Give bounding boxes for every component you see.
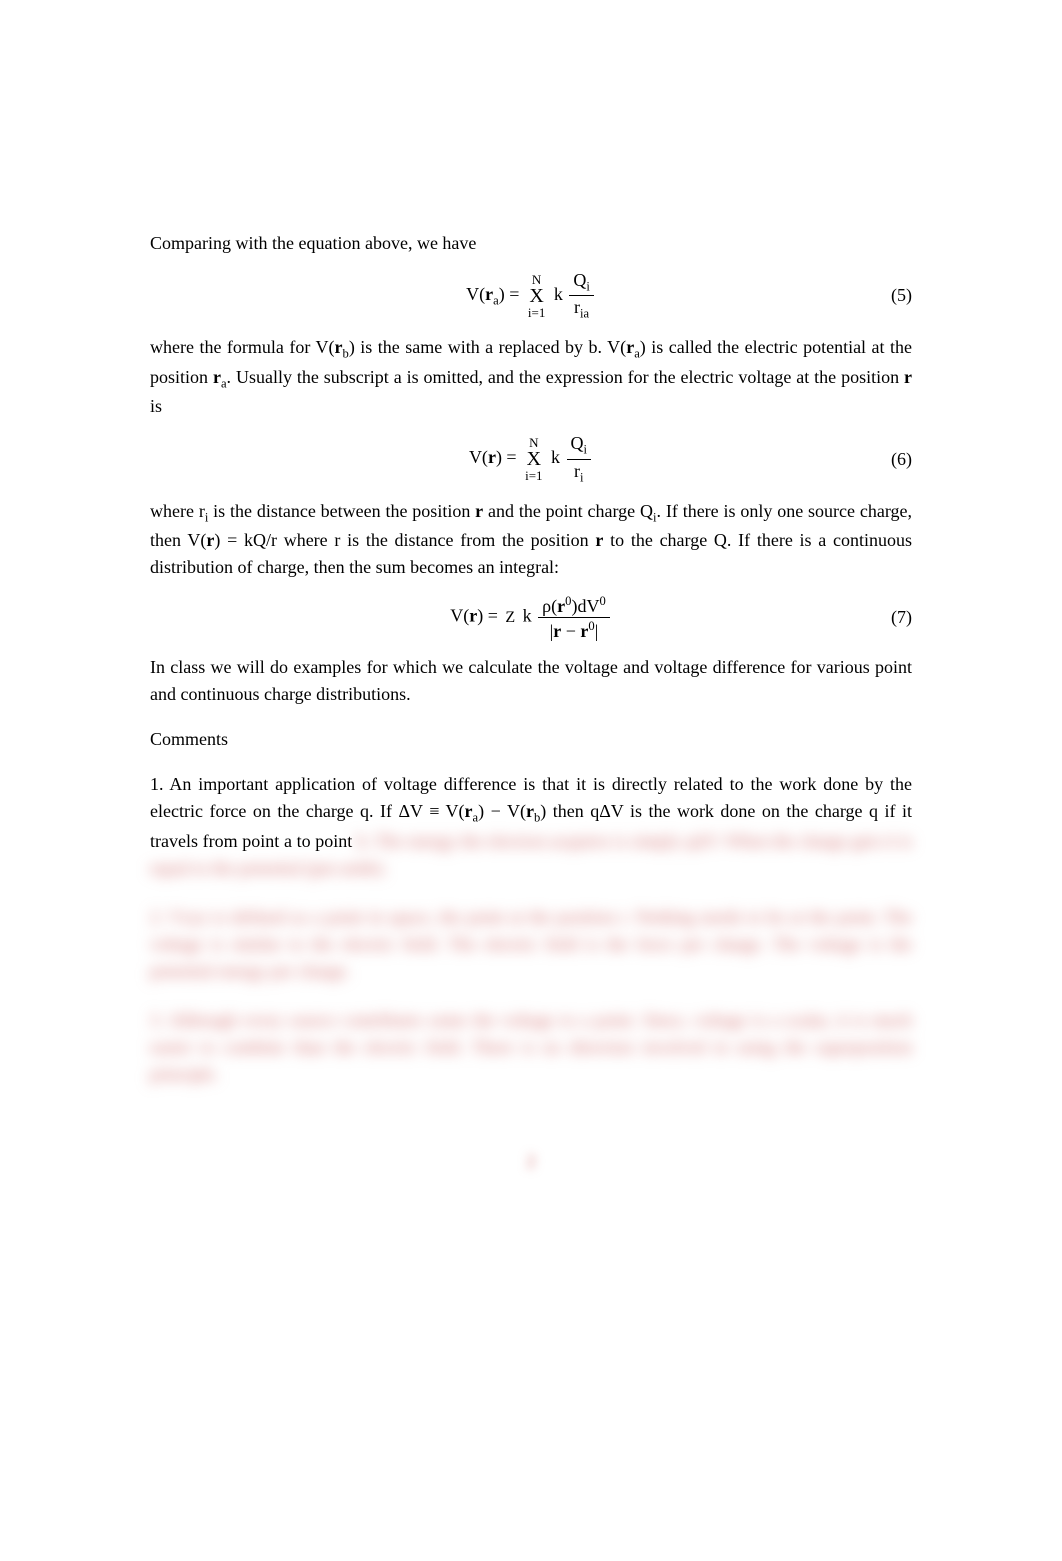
eq6-sum-sigma: X — [527, 448, 541, 470]
eq7-ft-d: 0 — [599, 594, 605, 608]
p2-rb: r — [335, 337, 343, 357]
eq5-frac-bot-sub: ia — [580, 307, 589, 321]
equation-6-row: V(r) = N X i=1 k Qi ri (6) — [150, 434, 912, 483]
eq7-lhs-pre: V( — [450, 606, 469, 626]
eq5-fraction: Qi ria — [569, 271, 594, 320]
eq7-ft-r: r — [557, 596, 565, 616]
eq7-ft-c: )dV — [571, 596, 599, 616]
eq5-lhs-var: r — [485, 284, 493, 304]
comment-3-blurred: 3. Although every source contributes som… — [150, 1007, 912, 1088]
eq5-lhs-post: ) = — [499, 284, 524, 304]
p2-b: ) is the same with a replaced by b. V( — [349, 337, 626, 357]
eq7-number: (7) — [891, 604, 912, 631]
eq6-number: (6) — [891, 446, 912, 473]
eq7-integral: Z — [505, 610, 515, 626]
eq6-k: k — [551, 447, 560, 467]
p2-e: is — [150, 396, 162, 416]
eq6-fraction: Qi ri — [567, 434, 592, 483]
eq5-frac-top-sub: i — [586, 280, 590, 294]
equation-5: V(ra) = N X i=1 k Qi ria — [466, 271, 596, 320]
equation-6: V(r) = N X i=1 k Qi ri — [469, 434, 593, 483]
eq5-sum-bot: i=1 — [528, 306, 545, 319]
intro-paragraph: Comparing with the equation above, we ha… — [150, 230, 912, 257]
comment-1: 1. An important application of voltage d… — [150, 771, 912, 881]
eq6-frac-bot-sub: i — [580, 470, 584, 484]
eq7-fb-d: | — [595, 621, 599, 641]
eq5-frac-top: Qi — [569, 271, 594, 296]
eq7-frac-bot: |r − r0| — [538, 618, 610, 640]
eq5-frac-bot: ria — [569, 296, 594, 320]
p3-b: is the distance between the position — [208, 501, 475, 521]
eq7-frac-top: ρ(r0)dV0 — [538, 595, 610, 618]
c1-rb: r — [526, 801, 534, 821]
paragraph-3: where ri is the distance between the pos… — [150, 498, 912, 581]
eq5-sum-sigma: X — [529, 285, 543, 307]
p2-r: r — [904, 367, 912, 387]
eq6-lhs-pre: V( — [469, 447, 488, 467]
eq5-lhs-pre: V( — [466, 284, 485, 304]
equation-7: V(r) = Z k ρ(r0)dV0 |r − r0| — [450, 595, 612, 640]
eq7-k: k — [523, 606, 532, 626]
eq6-lhs-post: ) = — [496, 447, 521, 467]
eq6-frac-top-q: Q — [571, 433, 584, 453]
p2-a: where the formula for V( — [150, 337, 335, 357]
p2-ra2: r — [213, 367, 221, 387]
eq7-lhs-post: ) = — [477, 606, 502, 626]
paragraph-4: In class we will do examples for which w… — [150, 654, 912, 708]
eq7-fraction: ρ(r0)dV0 |r − r0| — [538, 595, 610, 640]
p3-e: ) = kQ/r where r is the distance from th… — [214, 530, 595, 550]
c1-ra: r — [465, 801, 473, 821]
c1-b: ) − V( — [478, 801, 526, 821]
p2-ra: r — [626, 337, 634, 357]
p3-c: and the point charge Q — [483, 501, 653, 521]
eq6-frac-top-sub: i — [584, 443, 588, 457]
equation-7-row: V(r) = Z k ρ(r0)dV0 |r − r0| (7) — [150, 595, 912, 640]
eq6-summation: N X i=1 — [525, 436, 542, 482]
paragraph-2: where the formula for V(rb) is the same … — [150, 334, 912, 420]
eq7-fb-b: − — [561, 621, 580, 641]
p3-a: where r — [150, 501, 205, 521]
eq5-k: k — [554, 284, 563, 304]
eq6-frac-bot: ri — [567, 460, 592, 484]
p3-r1: r — [475, 501, 483, 521]
comments-heading: Comments — [150, 726, 912, 753]
eq6-frac-top: Qi — [567, 434, 592, 459]
p2-d: . Usually the subscript a is omitted, an… — [227, 367, 904, 387]
eq5-summation: N X i=1 — [528, 273, 545, 319]
eq7-ft-a: ρ( — [542, 596, 557, 616]
eq5-frac-top-q: Q — [573, 270, 586, 290]
page-number: 2 — [150, 1148, 912, 1175]
eq6-lhs-var: r — [488, 447, 496, 467]
equation-5-row: V(ra) = N X i=1 k Qi ria (5) — [150, 271, 912, 320]
eq6-sum-bot: i=1 — [525, 469, 542, 482]
eq5-number: (5) — [891, 282, 912, 309]
comment-2-blurred: 2. Vxyz is defined as a point in space, … — [150, 904, 912, 985]
